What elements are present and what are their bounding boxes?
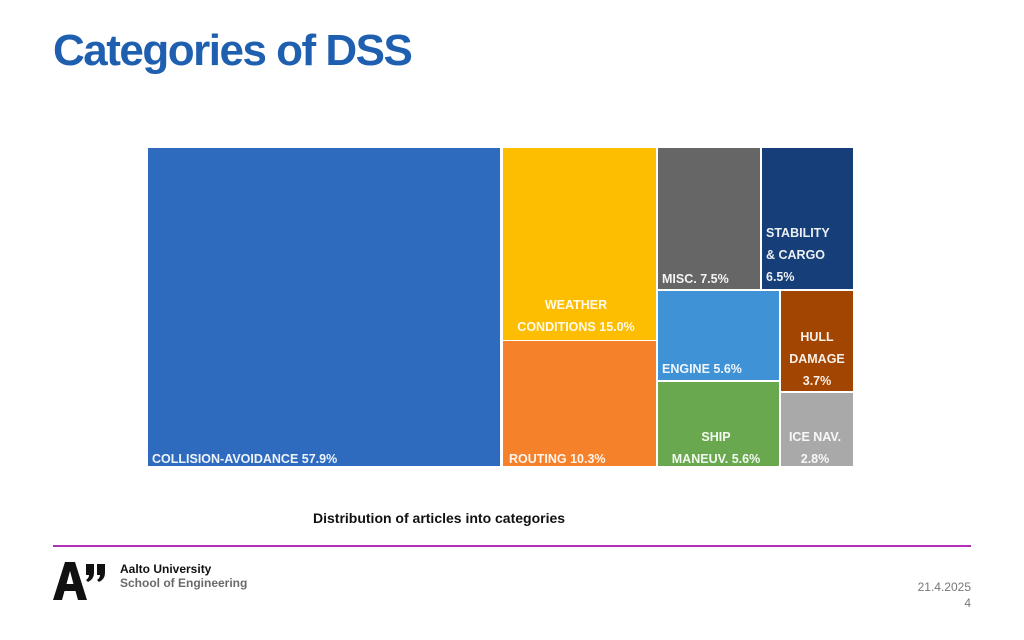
treemap-label-line: 6.5% — [766, 270, 795, 284]
university-name: Aalto University — [120, 562, 212, 576]
aalto-logo-icon — [53, 562, 105, 600]
treemap-label-line: SHIP — [701, 430, 730, 444]
treemap-label-collision-avoidance: COLLISION-AVOIDANCE 57.9% — [152, 452, 337, 466]
treemap-tile-hull-damage — [781, 291, 853, 391]
treemap-label-ship-maneuv: SHIP MANEUV. 5.6% — [672, 430, 760, 466]
page-number: 4 — [964, 596, 971, 610]
footer-divider — [53, 545, 971, 547]
treemap-label-line: CONDITIONS 15.0% — [517, 320, 634, 334]
treemap-label-ice-nav: ICE NAV. 2.8% — [789, 430, 841, 466]
treemap-label-line: ROUTING 10.3% — [509, 452, 606, 466]
treemap-label-line: HULL — [800, 330, 834, 344]
treemap-label-engine: ENGINE 5.6% — [662, 362, 742, 376]
treemap-label-line: & CARGO — [766, 248, 825, 262]
treemap-label-line: ICE NAV. — [789, 430, 841, 444]
treemap-tile-stability-cargo — [762, 148, 853, 289]
treemap-label-line: 3.7% — [803, 374, 832, 388]
treemap-label-line: WEATHER — [545, 298, 607, 312]
treemap-label-line: 2.8% — [801, 452, 830, 466]
treemap-label-line: ENGINE 5.6% — [662, 362, 742, 376]
page-title: Categories of DSS — [53, 26, 413, 75]
treemap-tile-engine — [658, 291, 779, 380]
slide-date: 21.4.2025 — [917, 580, 971, 594]
treemap-tile-ice-nav — [781, 393, 853, 466]
treemap-tile-routing — [503, 341, 656, 466]
treemap-label-line: MISC. 7.5% — [662, 272, 729, 286]
treemap-label-weather-conditions: WEATHER CONDITIONS 15.0% — [517, 298, 634, 334]
chart-caption: Distribution of articles into categories — [313, 510, 566, 526]
treemap-label-routing: ROUTING 10.3% — [509, 452, 606, 466]
treemap-label-stability-cargo: STABILITY & CARGO 6.5% — [766, 226, 830, 284]
treemap-tile-ship-maneuv — [658, 382, 779, 466]
treemap-label-line: MANEUV. 5.6% — [672, 452, 760, 466]
treemap-tile-weather-conditions — [503, 148, 656, 340]
treemap-label-line: COLLISION-AVOIDANCE 57.9% — [152, 452, 337, 466]
treemap-tile-collision-avoidance — [148, 148, 500, 466]
treemap-tile-misc — [658, 148, 760, 289]
treemap-label-misc: MISC. 7.5% — [662, 272, 729, 286]
treemap-label-line: STABILITY — [766, 226, 830, 240]
school-name: School of Engineering — [120, 576, 248, 590]
treemap-label-hull-damage: HULL DAMAGE 3.7% — [789, 330, 845, 388]
treemap-label-line: DAMAGE — [789, 352, 845, 366]
